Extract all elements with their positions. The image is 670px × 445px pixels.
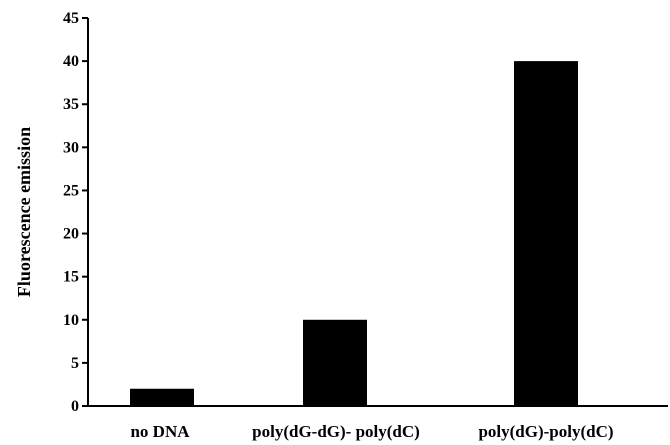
y-tick-label-9: 45 xyxy=(63,10,79,27)
y-tick-label-4: 20 xyxy=(63,226,79,243)
y-tick-label-8: 40 xyxy=(63,53,79,70)
x-category-label-2: poly(dG)-poly(dC) xyxy=(478,422,613,441)
x-category-label-1: poly(dG-dG)- poly(dC) xyxy=(252,422,420,441)
y-tick-label-0: 0 xyxy=(71,398,79,415)
x-axis-labels: no DNA poly(dG-dG)- poly(dC) poly(dG)-poly… xyxy=(130,422,613,441)
y-axis-ticks: 0 5 10 15 20 25 30 35 40 45 xyxy=(63,10,88,415)
bar-0 xyxy=(130,388,194,406)
y-tick-label-3: 15 xyxy=(63,269,79,286)
y-tick-label-5: 25 xyxy=(63,182,79,199)
y-axis-title: Fluorescence emission xyxy=(14,127,34,297)
y-tick-label-2: 10 xyxy=(63,312,79,329)
x-category-label-0: no DNA xyxy=(130,422,190,441)
bar-1 xyxy=(303,319,367,406)
y-tick-label-6: 30 xyxy=(63,139,79,156)
y-tick-label-7: 35 xyxy=(63,96,79,113)
y-tick-label-1: 5 xyxy=(71,355,79,372)
bar-2 xyxy=(514,61,578,406)
bars xyxy=(130,61,578,406)
